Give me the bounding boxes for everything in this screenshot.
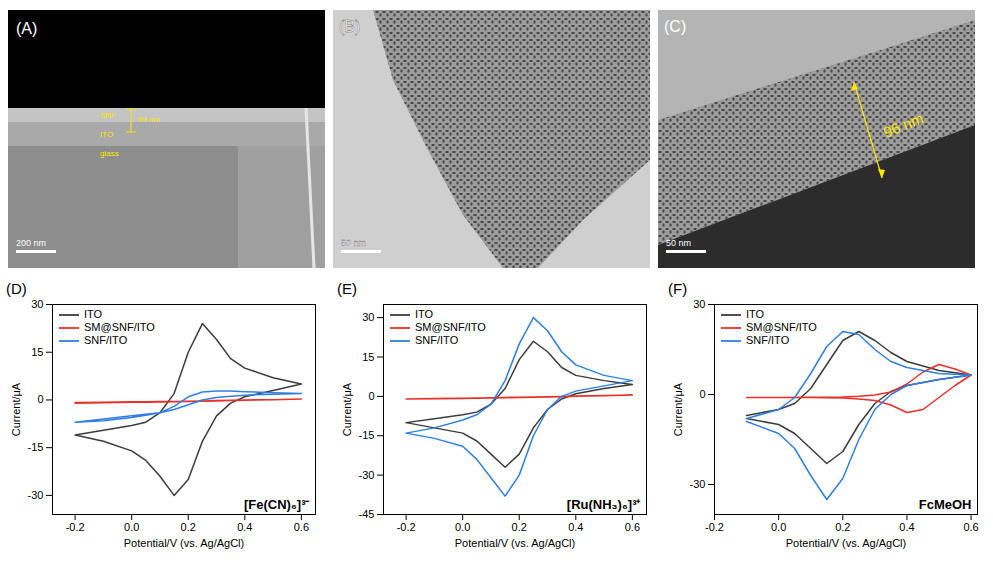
svg-text:0.0: 0.0 <box>455 521 470 533</box>
svg-text:(B): (B) <box>339 18 360 35</box>
svg-text:0.6: 0.6 <box>294 521 309 533</box>
svg-text:[Fe(CN)₆]³⁻: [Fe(CN)₆]³⁻ <box>244 497 310 512</box>
svg-text:ITO: ITO <box>100 130 113 139</box>
svg-text:glass: glass <box>100 149 119 158</box>
html-text:SNF/ITO: SNF/ITO <box>415 334 459 346</box>
svg-text:FcMeOH: FcMeOH <box>919 497 972 512</box>
html-text:SM@SNF/ITO: SM@SNF/ITO <box>746 321 817 333</box>
svg-text:-0.2: -0.2 <box>66 521 85 533</box>
svg-text:-0.2: -0.2 <box>705 521 724 533</box>
svg-text:-30: -30 <box>359 469 375 481</box>
svg-text:15: 15 <box>362 351 374 363</box>
svg-text:-30: -30 <box>28 489 44 501</box>
svg-text:-15: -15 <box>28 441 44 453</box>
svg-text:0: 0 <box>368 390 374 402</box>
svg-text:0.0: 0.0 <box>124 521 139 533</box>
svg-text:30: 30 <box>693 298 705 310</box>
svg-text:0: 0 <box>37 393 43 405</box>
html-text:ITO: ITO <box>84 308 103 320</box>
svg-text:0.0: 0.0 <box>771 521 786 533</box>
svg-text:Potential/V (vs. Ag/AgCl): Potential/V (vs. Ag/AgCl) <box>786 537 906 549</box>
svg-text:0.2: 0.2 <box>181 521 196 533</box>
svg-text:50 nm: 50 nm <box>666 238 691 248</box>
svg-text:50 nm: 50 nm <box>341 238 366 248</box>
html-text:SM@SNF/ITO: SM@SNF/ITO <box>84 321 155 333</box>
svg-text:0.4: 0.4 <box>568 521 583 533</box>
svg-text:99 nm: 99 nm <box>138 115 161 124</box>
svg-text:SNF: SNF <box>100 111 116 120</box>
svg-text:0.6: 0.6 <box>625 521 640 533</box>
svg-text:(A): (A) <box>16 20 37 37</box>
svg-text:15: 15 <box>31 346 43 358</box>
svg-text:-0.2: -0.2 <box>397 521 416 533</box>
svg-text:0: 0 <box>699 388 705 400</box>
svg-text:0.6: 0.6 <box>963 521 978 533</box>
svg-text:30: 30 <box>362 311 374 323</box>
svg-text:96 nm: 96 nm <box>881 109 926 140</box>
svg-text:[Ru(NH₃)₆]³⁺: [Ru(NH₃)₆]³⁺ <box>567 497 642 512</box>
svg-text:(C): (C) <box>664 18 686 35</box>
svg-text:Current/μA: Current/μA <box>672 382 684 436</box>
svg-text:Potential/V (vs. Ag/AgCl): Potential/V (vs. Ag/AgCl) <box>455 537 575 549</box>
html-text:ITO: ITO <box>415 308 434 320</box>
html-text:(F): (F) <box>668 280 688 297</box>
html-text:SNF/ITO: SNF/ITO <box>84 334 128 346</box>
html-text:SNF/ITO: SNF/ITO <box>746 334 790 346</box>
svg-text:0.4: 0.4 <box>899 521 914 533</box>
html-text:(E): (E) <box>337 280 357 297</box>
svg-text:0.2: 0.2 <box>512 521 527 533</box>
svg-text:0.4: 0.4 <box>237 521 252 533</box>
svg-text:30: 30 <box>31 298 43 310</box>
svg-text:200 nm: 200 nm <box>16 238 46 248</box>
svg-text:-45: -45 <box>359 508 375 520</box>
svg-text:-30: -30 <box>690 478 706 490</box>
svg-text:Potential/V (vs. Ag/AgCl): Potential/V (vs. Ag/AgCl) <box>124 537 244 549</box>
svg-text:0.2: 0.2 <box>835 521 850 533</box>
html-text:SM@SNF/ITO: SM@SNF/ITO <box>415 321 486 333</box>
html-text:(D): (D) <box>6 280 27 297</box>
svg-text:Current/μA: Current/μA <box>341 382 353 436</box>
html-text:ITO: ITO <box>746 308 765 320</box>
svg-text:Current/μA: Current/μA <box>10 382 22 436</box>
svg-text:-15: -15 <box>359 429 375 441</box>
